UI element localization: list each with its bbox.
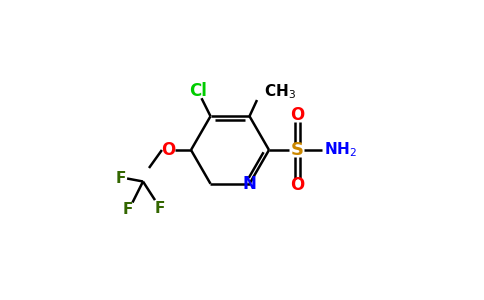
Text: O: O bbox=[290, 176, 304, 194]
Text: F: F bbox=[115, 171, 126, 186]
Text: Cl: Cl bbox=[190, 82, 208, 100]
Text: O: O bbox=[290, 106, 304, 124]
Text: N: N bbox=[242, 175, 257, 193]
Text: CH$_3$: CH$_3$ bbox=[264, 82, 297, 101]
Text: O: O bbox=[161, 141, 176, 159]
Text: F: F bbox=[123, 202, 133, 217]
Text: NH$_2$: NH$_2$ bbox=[324, 141, 358, 159]
Text: S: S bbox=[291, 141, 304, 159]
Text: F: F bbox=[154, 201, 165, 216]
